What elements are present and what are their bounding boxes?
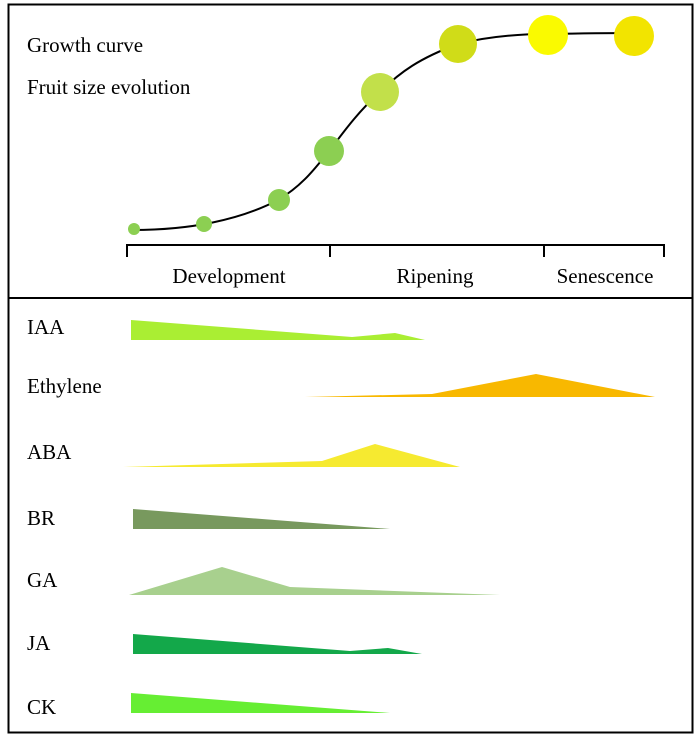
hormone-label-ja: JA bbox=[27, 631, 51, 655]
hormone-label-ga: GA bbox=[27, 568, 58, 592]
hormone-label-aba: ABA bbox=[27, 440, 72, 464]
growth-curve-panel: Growth curve Fruit size evolution Develo… bbox=[27, 15, 665, 288]
hormone-profile-ck bbox=[131, 693, 390, 713]
fruit-dot-2 bbox=[196, 216, 212, 232]
growth-curve-line bbox=[132, 32, 641, 231]
fruit-dot-4 bbox=[314, 136, 344, 166]
hormone-panel: IAA Ethylene ABA BR GA JA CK bbox=[27, 315, 655, 719]
fruit-dots bbox=[128, 15, 654, 235]
hormone-label-ck: CK bbox=[27, 695, 56, 719]
fruit-dot-7 bbox=[528, 15, 568, 55]
hormone-label-br: BR bbox=[27, 506, 55, 530]
stage-label-development: Development bbox=[172, 264, 285, 288]
hormone-profile-iaa bbox=[131, 320, 425, 340]
hormone-label-iaa: IAA bbox=[27, 315, 65, 339]
stage-label-ripening: Ripening bbox=[397, 264, 474, 288]
hormone-profile-ethylene bbox=[305, 374, 655, 397]
fruit-dot-1 bbox=[128, 223, 140, 235]
fruit-dot-6 bbox=[439, 25, 477, 63]
fruit-dot-8 bbox=[614, 16, 654, 56]
outer-frame bbox=[7, 3, 694, 734]
hormone-label-ethylene: Ethylene bbox=[27, 374, 102, 398]
stage-label-senescence: Senescence bbox=[557, 264, 654, 288]
fruit-dot-3 bbox=[268, 189, 290, 211]
hormone-profile-aba bbox=[123, 444, 460, 467]
hormone-profile-br bbox=[133, 509, 390, 529]
growth-curve-title: Growth curve bbox=[27, 33, 143, 57]
stage-axis: Development Ripening Senescence bbox=[126, 244, 665, 288]
fruit-size-title: Fruit size evolution bbox=[27, 75, 191, 99]
hormone-profile-ga bbox=[129, 567, 500, 595]
hormone-profile-ja bbox=[133, 634, 422, 654]
fruit-dot-5 bbox=[361, 73, 399, 111]
